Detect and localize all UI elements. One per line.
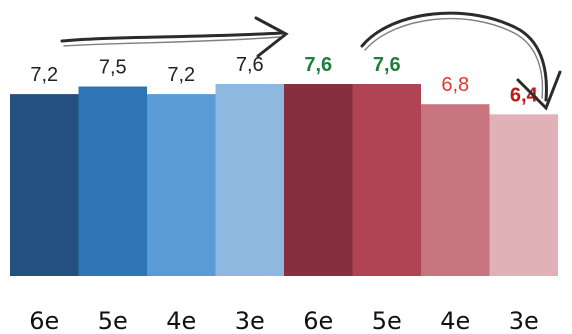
category-label-5: 5e <box>372 307 402 334</box>
value-label-5: 7,6 <box>373 54 401 76</box>
bar-2 <box>147 94 216 277</box>
category-label-4: 6e <box>303 307 333 334</box>
arrow-curved-down-annotation <box>360 11 562 111</box>
category-label-0: 6e <box>29 307 59 334</box>
bar-4 <box>284 84 353 276</box>
category-labels-group: 6e 5e 4e 3e 6e 5e 4e 3e <box>29 307 539 334</box>
category-label-1: 5e <box>98 307 128 334</box>
bar-1 <box>78 86 147 277</box>
value-label-2: 7,2 <box>167 64 195 86</box>
category-label-7: 3e <box>509 307 539 334</box>
bars-group <box>10 84 558 277</box>
category-label-6: 4e <box>440 307 470 334</box>
bar-0 <box>10 94 79 277</box>
value-label-4: 7,6 <box>304 54 332 76</box>
arrow-right-annotation <box>60 16 289 58</box>
bar-6 <box>421 104 490 276</box>
category-label-3: 3e <box>235 307 265 334</box>
value-label-0: 7,2 <box>30 64 58 86</box>
value-labels-group: 7,2 7,5 7,2 7,6 7,6 7,6 6,8 6,4 <box>30 54 538 106</box>
value-label-6: 6,8 <box>441 74 469 96</box>
value-label-1: 7,5 <box>99 57 127 79</box>
category-label-2: 4e <box>166 307 196 334</box>
value-label-3: 7,6 <box>236 54 264 76</box>
bar-7 <box>489 114 558 276</box>
value-label-7: 6,4 <box>510 84 539 106</box>
bar-3 <box>215 84 284 276</box>
bar-5 <box>352 84 421 276</box>
